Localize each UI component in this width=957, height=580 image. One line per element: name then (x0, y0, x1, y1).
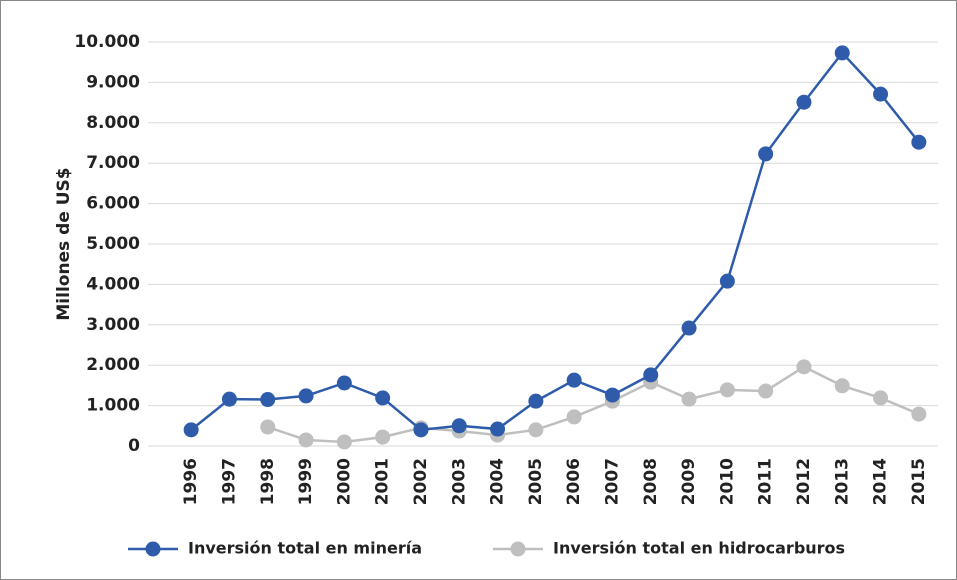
y-tick-label: 9.000 (86, 72, 140, 92)
data-point (834, 378, 850, 394)
y-tick-label: 0 (128, 436, 140, 456)
x-tick-label: 2011 (756, 458, 776, 505)
data-point (911, 406, 927, 422)
data-point (260, 392, 276, 408)
y-tick-label: 8.000 (86, 113, 140, 133)
y-tick-label: 4.000 (86, 274, 140, 294)
data-point (758, 146, 774, 162)
data-point (451, 418, 467, 434)
data-point (758, 383, 774, 399)
y-axis-label: Millones de US$ (54, 167, 74, 320)
x-tick-label: 1999 (296, 458, 316, 505)
y-tick-label: 5.000 (86, 234, 140, 254)
data-point (566, 409, 582, 425)
x-tick-label: 2001 (373, 458, 393, 505)
x-tick-label: 1996 (181, 458, 201, 505)
x-tick-label: 2006 (564, 458, 584, 505)
data-point (528, 422, 544, 438)
data-point (336, 375, 352, 391)
data-point (260, 419, 276, 435)
data-point (528, 393, 544, 409)
x-tick-label: 2007 (602, 458, 622, 505)
x-tick-label: 2008 (641, 458, 661, 505)
data-point (719, 382, 735, 398)
x-tick-label: 2013 (832, 458, 852, 505)
x-tick-label: 1997 (219, 458, 239, 505)
data-point (796, 359, 812, 375)
x-tick-label: 2014 (871, 458, 891, 505)
legend-label: Inversión total en hidrocarburos (553, 539, 845, 558)
data-point (681, 320, 697, 336)
data-point (183, 422, 199, 438)
x-tick-label: 2004 (488, 458, 508, 505)
data-point (834, 45, 850, 61)
data-point (375, 390, 391, 406)
x-tick-label: 2002 (411, 458, 431, 505)
data-point (566, 372, 582, 388)
data-point (719, 273, 735, 289)
x-tick-label: 2010 (717, 458, 737, 505)
x-tick-label: 2009 (679, 458, 699, 505)
data-point (298, 388, 314, 404)
data-point (298, 432, 314, 448)
data-point (873, 86, 889, 102)
y-tick-label: 7.000 (86, 153, 140, 173)
x-tick-label: 2005 (526, 458, 546, 505)
y-tick-label: 10.000 (74, 32, 140, 52)
data-point (604, 387, 620, 403)
data-point (873, 390, 889, 406)
x-tick-label: 1998 (258, 458, 278, 505)
legend-marker (145, 541, 161, 557)
legend-label: Inversión total en minería (188, 539, 422, 558)
y-tick-label: 6.000 (86, 194, 140, 214)
y-tick-label: 2.000 (86, 355, 140, 375)
data-point (413, 422, 429, 438)
data-point (796, 94, 812, 110)
data-point (375, 429, 391, 445)
data-point (336, 434, 352, 450)
data-point (221, 391, 237, 407)
x-tick-label: 2000 (334, 458, 354, 505)
y-tick-label: 3.000 (86, 315, 140, 335)
x-tick-label: 2003 (449, 458, 469, 505)
data-point (911, 134, 927, 150)
legend-marker (510, 541, 526, 557)
data-point (490, 421, 506, 437)
data-point (643, 367, 659, 383)
x-tick-label: 2012 (794, 458, 814, 505)
x-tick-label: 2015 (909, 458, 929, 505)
y-tick-label: 1.000 (86, 396, 140, 416)
data-point (681, 391, 697, 407)
